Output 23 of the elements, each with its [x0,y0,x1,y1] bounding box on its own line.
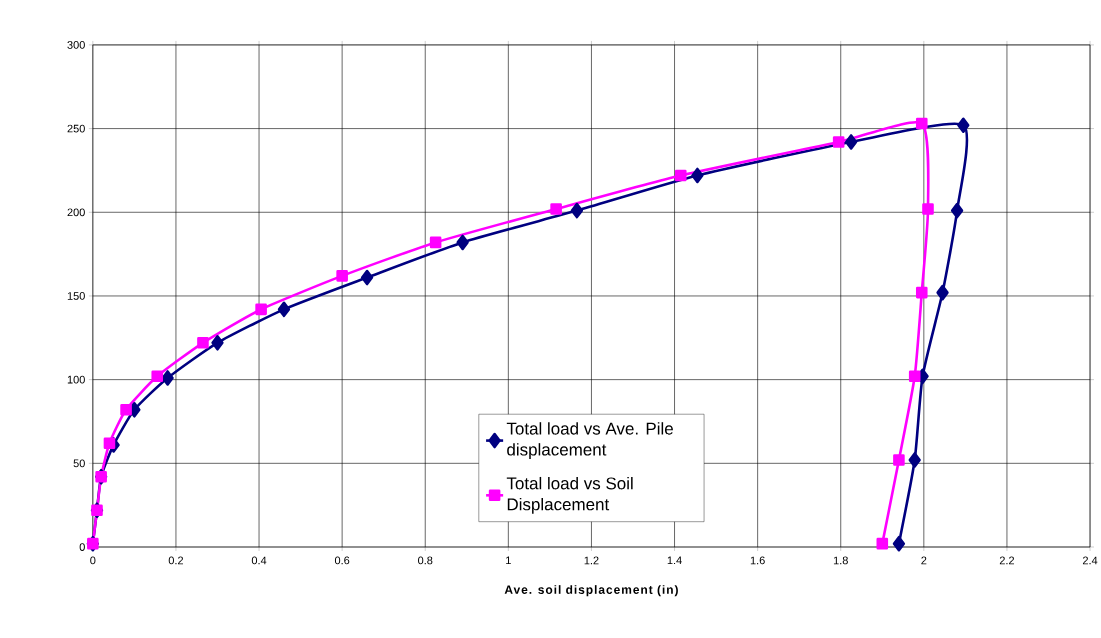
x-tick-label: 1.4 [667,556,682,565]
y-tick-label: 150 [67,292,85,300]
x-tick-label: 0.8 [418,556,433,565]
y-tick-label: 0 [79,543,85,551]
x-tick-label: 0.2 [168,556,184,565]
y-tick-label: 100 [67,375,85,384]
x-tick-label: 1.6 [750,556,765,565]
x-tick-label: 0 [90,556,96,565]
y-tick-label: 300 [67,41,85,49]
x-tick-label: 1 [506,556,511,565]
x-tick-label: 0.6 [334,556,350,565]
x-axis-title: Ave. soil displacement (in) [504,585,678,597]
x-tick-label: 2.4 [1082,556,1098,565]
x-tick-label: 1.8 [833,556,848,565]
legend-label: Total load vs Soil Displacement [506,477,633,514]
x-tick-label: 1.2 [584,556,599,565]
y-tick-label: 50 [73,459,85,468]
y-tick-label: 250 [67,124,85,133]
legend-label: Total load vs Ave. Pile displacement [506,422,673,460]
x-tick-label: 2.2 [999,556,1015,565]
y-tick-label: 200 [67,208,85,217]
x-tick-label: 0.4 [251,556,267,565]
x-tick-label: 2 [921,556,927,565]
